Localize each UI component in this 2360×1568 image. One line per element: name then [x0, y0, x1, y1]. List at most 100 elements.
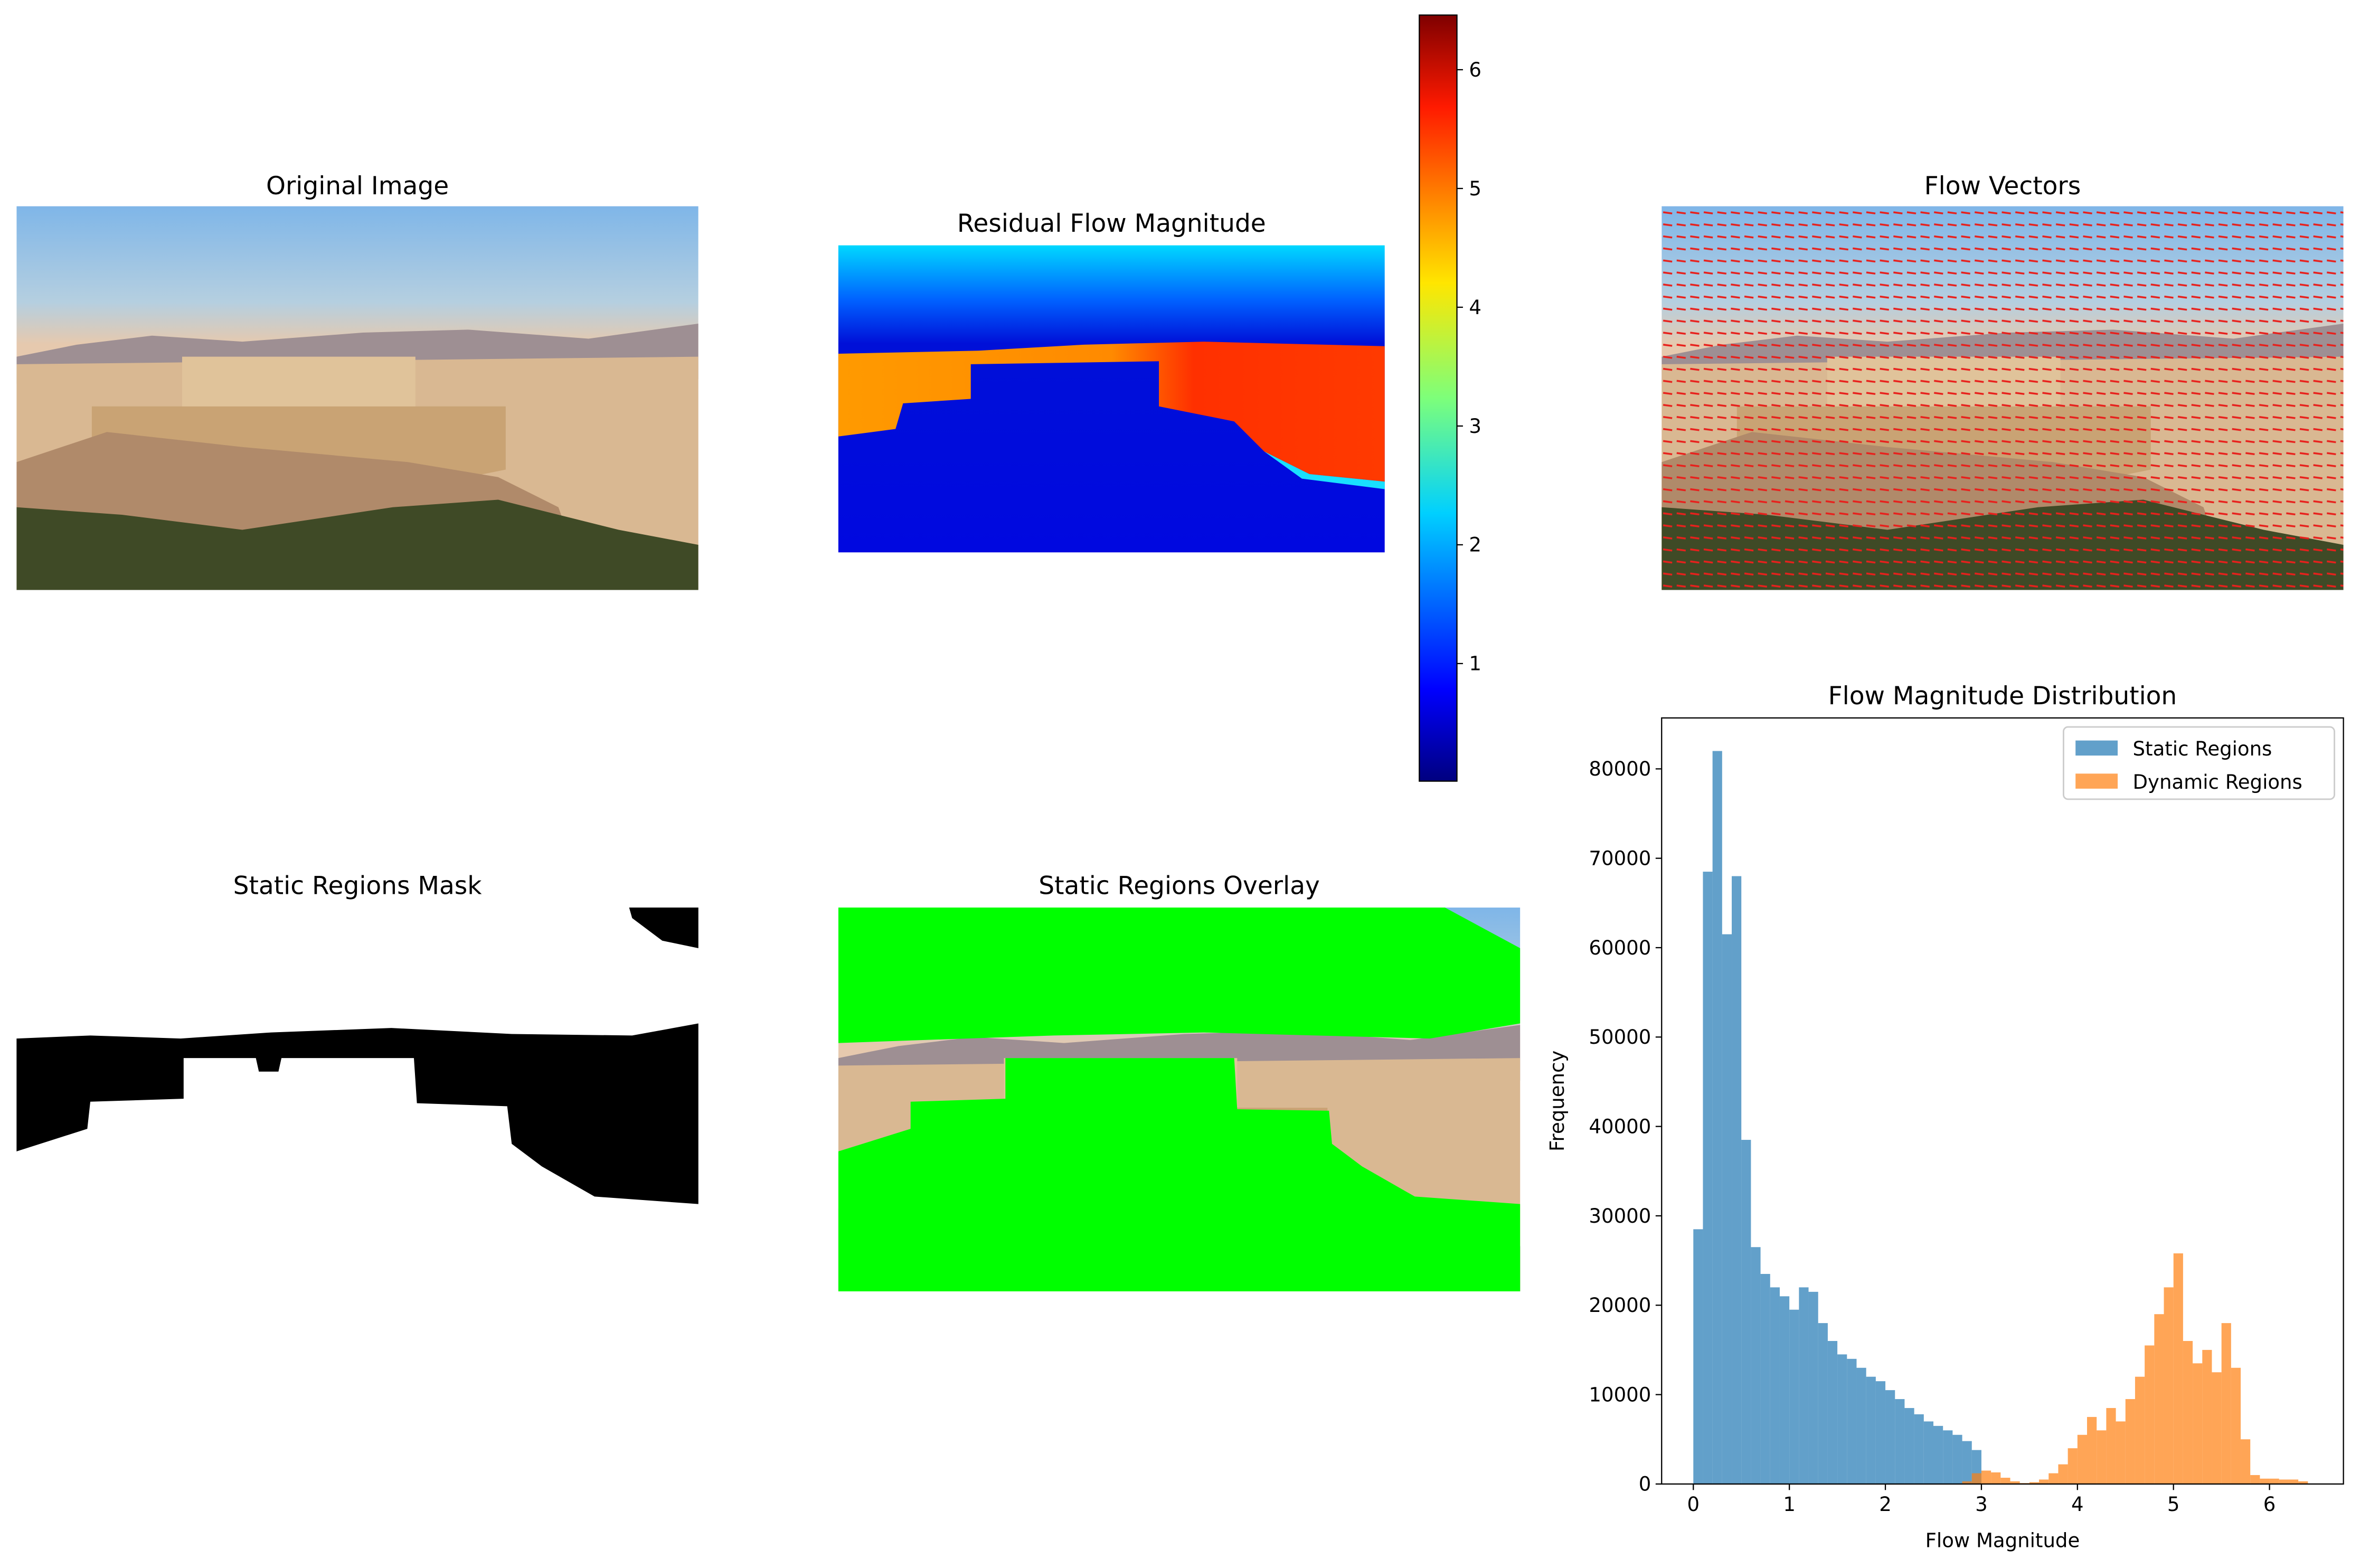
bar — [1760, 1273, 1770, 1484]
bar — [2221, 1323, 2231, 1484]
bar — [1741, 1140, 1751, 1484]
bar — [1952, 1434, 1962, 1484]
colorbar-tick-label: 3 — [1469, 415, 1481, 438]
bar — [1779, 1296, 1790, 1484]
y-tick-label: 20000 — [1589, 1294, 1651, 1317]
bar — [1962, 1441, 1972, 1484]
bar — [2039, 1479, 2049, 1484]
bar — [2193, 1363, 2203, 1484]
bar — [1923, 1421, 1933, 1484]
bar — [1732, 876, 1742, 1484]
photo — [1662, 206, 2344, 590]
bar — [1789, 1309, 1799, 1484]
y-tick-label: 10000 — [1589, 1383, 1651, 1406]
bar — [2269, 1478, 2279, 1484]
x-tick-label: 2 — [1879, 1493, 1892, 1516]
bar — [2145, 1345, 2155, 1484]
bar — [2154, 1314, 2164, 1484]
bar — [2164, 1287, 2174, 1484]
histogram: 0 1 2 3 4 5 6 0 10000 20000 30000 40000 50000 60000 70… — [1546, 682, 2344, 1552]
bar — [1751, 1247, 1761, 1484]
bar — [1914, 1414, 1924, 1484]
bar — [1962, 1481, 1972, 1484]
legend-swatch — [2075, 740, 2118, 756]
x-tick-label: 6 — [2263, 1493, 2276, 1516]
bar — [1885, 1390, 1895, 1484]
y-tick-label: 40000 — [1589, 1115, 1651, 1138]
colorbar-tick-label: 4 — [1469, 296, 1481, 319]
x-tick-label: 1 — [1783, 1493, 1796, 1516]
plot-frame — [1661, 717, 2344, 1485]
bar — [1799, 1287, 1809, 1484]
colorbar-tick-label: 2 — [1469, 534, 1481, 556]
panel-title: Static Regions Mask — [233, 871, 483, 900]
bar — [2288, 1479, 2299, 1484]
legend-label: Static Regions — [2133, 738, 2272, 760]
bar — [1991, 1472, 2001, 1484]
bar — [1943, 1430, 1953, 1484]
panel-title: Static Regions Overlay — [1039, 871, 1320, 900]
bar — [1712, 751, 1722, 1484]
colorbar-tick-label: 5 — [1469, 177, 1481, 200]
heatmap — [838, 245, 1385, 553]
panel-title: Original Image — [266, 172, 449, 201]
x-tick-label: 3 — [1975, 1493, 1988, 1516]
bar — [1770, 1287, 1780, 1484]
legend-box — [2062, 726, 2335, 800]
colorbar-tick-label: 6 — [1469, 59, 1481, 81]
bar — [1904, 1408, 1914, 1484]
bar — [2173, 1253, 2183, 1484]
bar — [2097, 1430, 2107, 1484]
bar — [2077, 1434, 2088, 1484]
y-tick-label: 30000 — [1589, 1205, 1651, 1227]
colorbar-tick-label: 1 — [1469, 653, 1481, 675]
bar — [2260, 1478, 2270, 1484]
bar — [1722, 934, 1732, 1484]
bar — [2116, 1421, 2126, 1484]
panel-title: Residual Flow Magnitude — [957, 209, 1266, 238]
bar — [2029, 1482, 2040, 1484]
x-tick-label: 0 — [1687, 1493, 1700, 1516]
bar — [2183, 1340, 2193, 1484]
bar — [1856, 1367, 1866, 1484]
bar — [1827, 1340, 1838, 1484]
bar — [1703, 872, 1713, 1484]
bar — [2087, 1416, 2097, 1484]
bar — [2135, 1376, 2145, 1484]
y-tick-label: 70000 — [1589, 847, 1651, 870]
bar — [2068, 1448, 2078, 1484]
bar — [2250, 1475, 2260, 1484]
panel-title: Flow Vectors — [1924, 172, 2081, 201]
bar — [2058, 1464, 2068, 1484]
bar — [2049, 1473, 2059, 1484]
x-axis-label: Flow Magnitude — [1925, 1529, 2080, 1552]
bar — [1866, 1376, 1876, 1484]
bar — [1875, 1381, 1886, 1484]
photo — [838, 908, 1521, 1291]
bar — [2279, 1479, 2289, 1484]
bar — [2010, 1481, 2020, 1484]
bar — [1895, 1399, 1905, 1484]
bar — [2106, 1408, 2116, 1484]
bar — [2000, 1478, 2010, 1484]
bar — [2231, 1367, 2241, 1484]
bar — [1971, 1473, 1981, 1484]
y-tick-label: 80000 — [1589, 758, 1651, 780]
legend-swatch — [2075, 773, 2118, 789]
bar — [1933, 1425, 1943, 1484]
chart-title: Flow Magnitude Distribution — [1828, 682, 2177, 711]
legend-label: Dynamic Regions — [2133, 771, 2302, 794]
mask — [16, 908, 698, 1291]
bar — [2212, 1372, 2222, 1484]
y-tick-label: 60000 — [1589, 937, 1651, 959]
bar — [1847, 1358, 1857, 1484]
bar — [2125, 1399, 2135, 1484]
bar — [1693, 1229, 1703, 1484]
bar — [2202, 1349, 2212, 1484]
y-tick-label: 50000 — [1589, 1026, 1651, 1049]
x-tick-label: 4 — [2071, 1493, 2084, 1516]
bar — [1837, 1354, 1847, 1484]
bar — [2241, 1439, 2251, 1484]
y-axis-label: Frequency — [1546, 1051, 1569, 1151]
